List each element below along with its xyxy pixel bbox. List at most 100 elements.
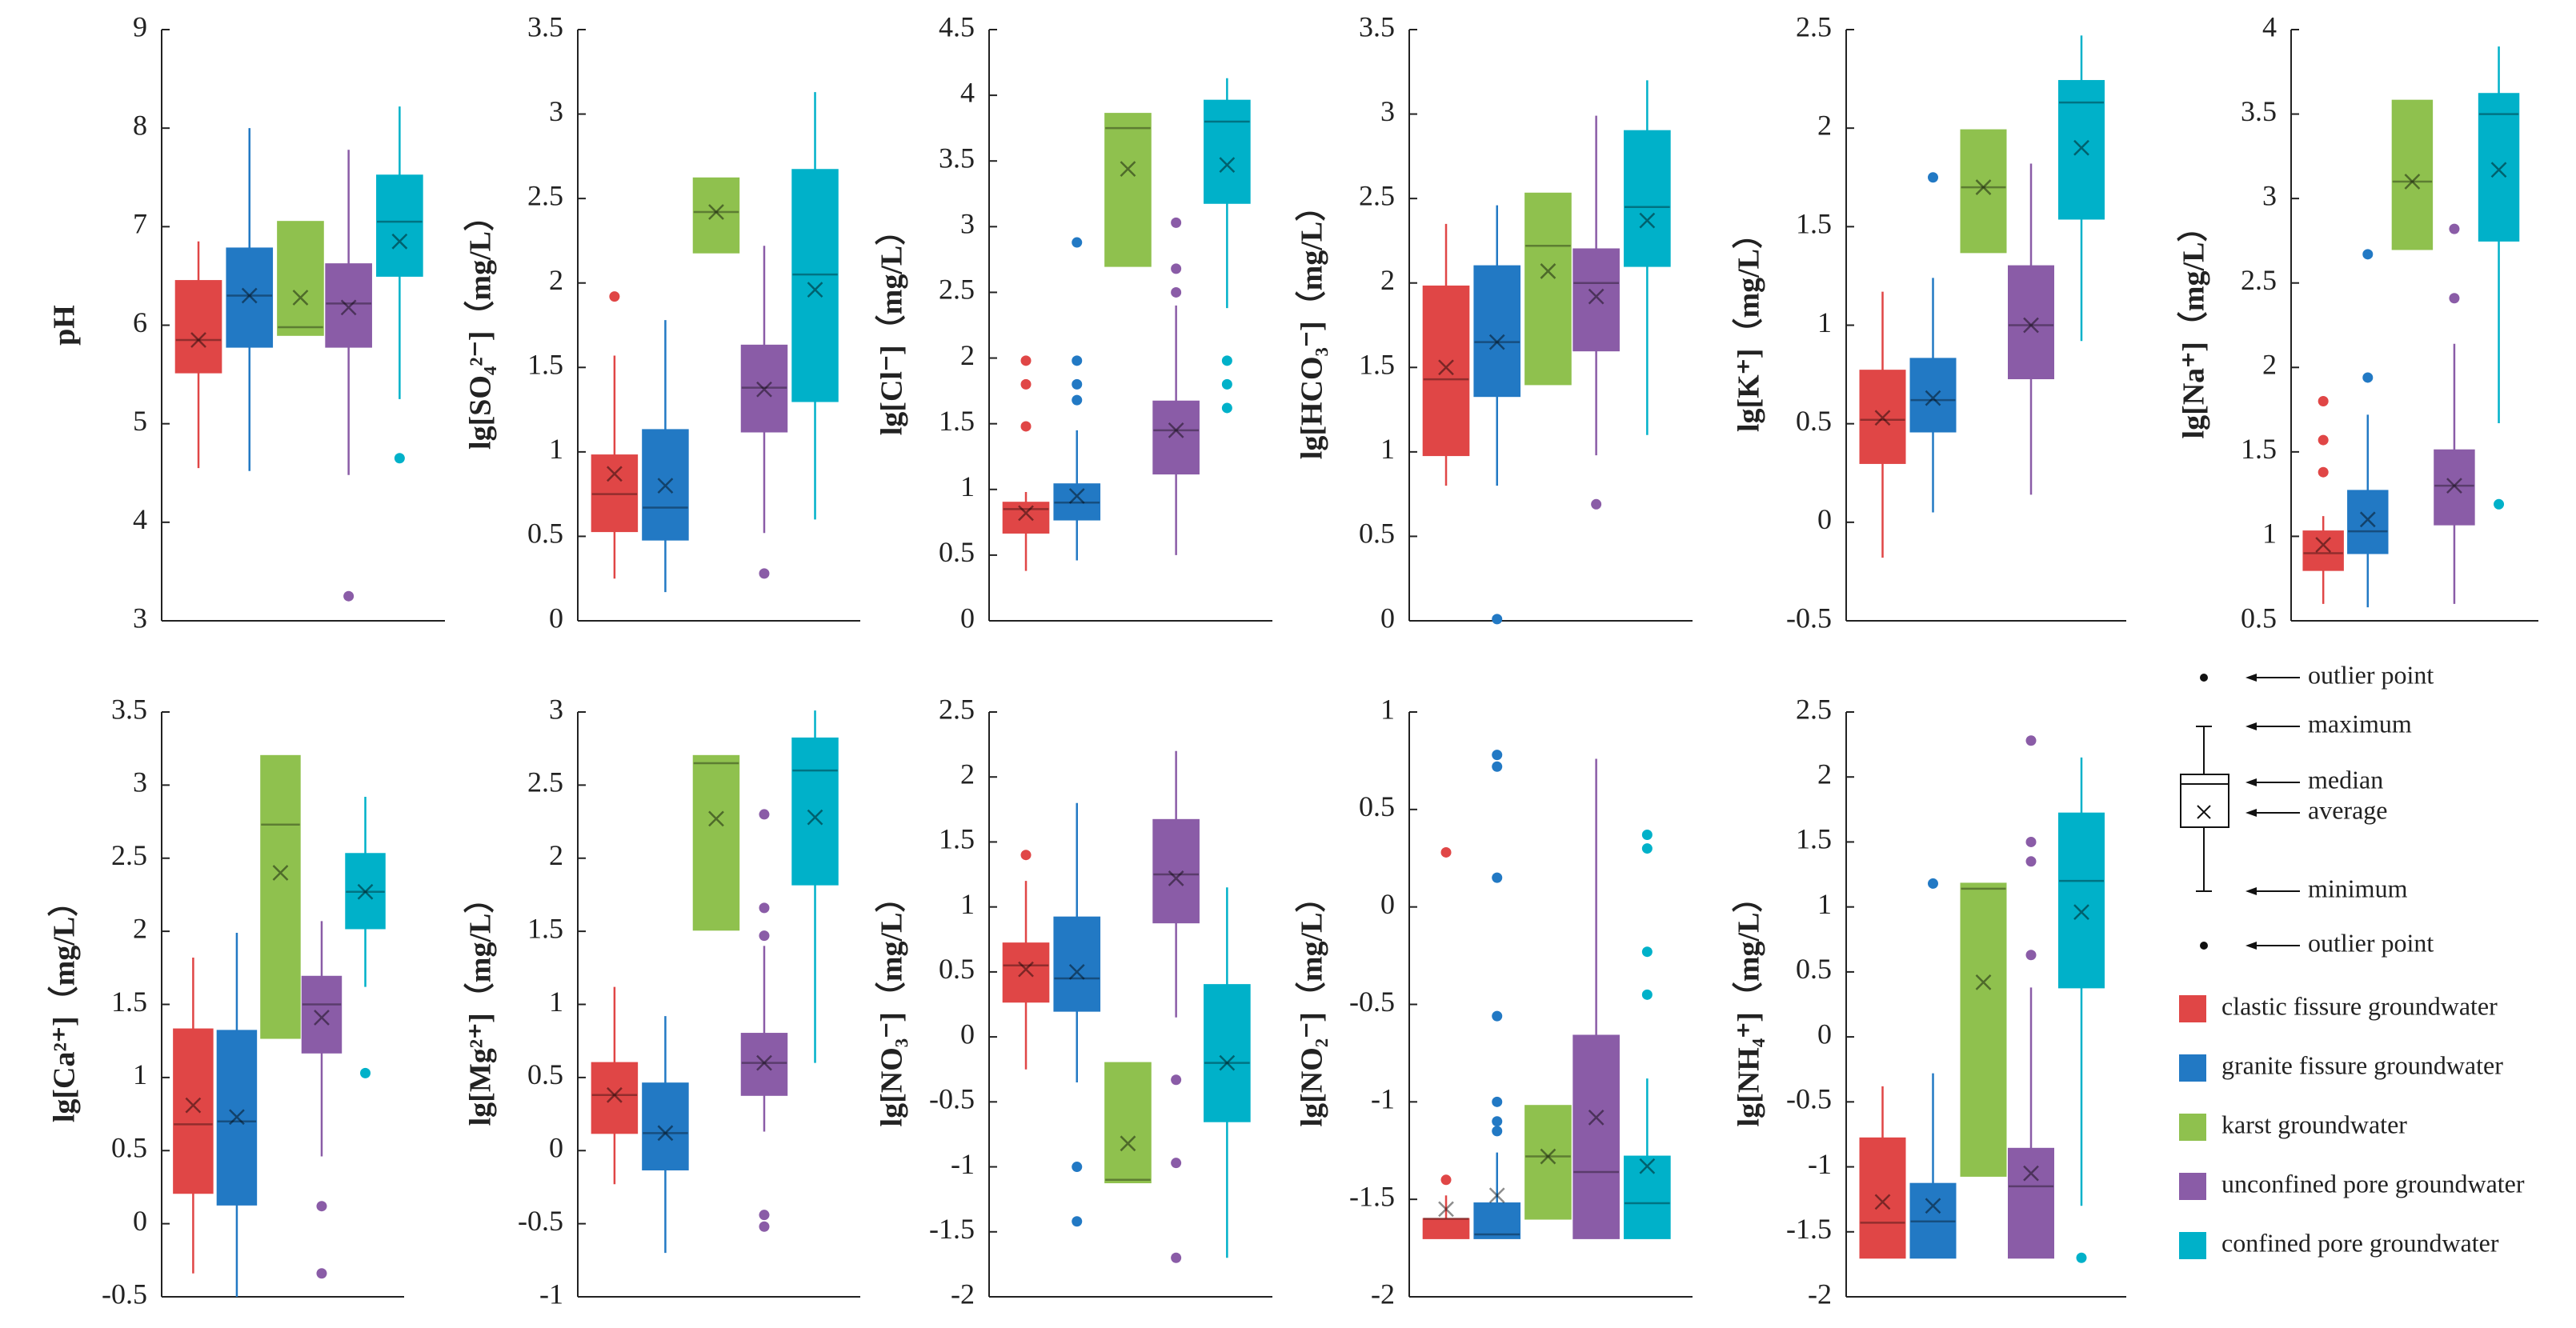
box	[2391, 99, 2434, 250]
mean-marker	[2490, 162, 2507, 178]
y-tick-label: 3	[133, 602, 147, 634]
outlier	[2025, 735, 2037, 746]
box	[1152, 818, 1200, 924]
y-tick-label: 7	[133, 208, 147, 240]
y-tick-label: -1.5	[929, 1213, 975, 1245]
key-label: minimum	[2308, 874, 2408, 902]
outlier	[394, 453, 405, 464]
panel: -2 -1.5 -1 -0.5 0 0.5 1 1.5 2 2.5 lg[NH₄⁺]（mg/L）	[1733, 693, 2126, 1310]
mean-marker	[185, 1097, 202, 1114]
y-tick-label: 4	[2262, 10, 2277, 42]
outlier	[316, 1268, 327, 1279]
outlier	[1641, 843, 1653, 854]
y-tick-label: 1	[960, 888, 975, 920]
box	[1859, 1137, 1906, 1259]
y-tick-label: -1	[1808, 1148, 1832, 1180]
y-tick-label: 3	[2262, 179, 2277, 211]
box	[740, 1033, 788, 1096]
outlier	[1221, 402, 1232, 414]
mean-marker	[1488, 1187, 1505, 1204]
mean-marker	[657, 1125, 674, 1142]
box	[2008, 265, 2054, 380]
key-arrowhead	[2245, 778, 2257, 786]
key-mean	[2197, 805, 2211, 819]
y-tick-label: 1.5	[111, 986, 147, 1018]
mean-marker	[1639, 1158, 1656, 1174]
y-tick-label: 2.5	[1796, 693, 1832, 725]
y-tick-label: -2	[951, 1278, 975, 1310]
y-tick-label: 0	[1380, 602, 1395, 634]
y-tick-label: 2	[2262, 349, 2277, 381]
y-tick-label: 1	[549, 986, 563, 1018]
outlier	[1020, 850, 1032, 861]
key-outlier-dot	[2200, 942, 2208, 950]
y-axis-label: lg[Ca²⁺]（mg/L）	[48, 886, 82, 1122]
y-tick-label: 1	[2262, 518, 2277, 550]
box	[1909, 1182, 1957, 1259]
mean-marker	[607, 1086, 623, 1103]
outlier	[1492, 614, 1503, 625]
outlier	[1020, 378, 1032, 390]
outlier	[759, 902, 770, 914]
y-tick-label: 3.5	[111, 693, 147, 725]
mean-marker	[1068, 964, 1085, 980]
box	[345, 853, 386, 930]
outlier	[316, 1201, 327, 1212]
panel: -1 -0.5 0 0.5 1 1.5 2 2.5 3 lg[Mg²⁺]（mg/L）	[464, 693, 860, 1310]
mean-marker	[1874, 410, 1891, 426]
mean-marker	[2073, 139, 2089, 156]
y-tick-label: 0	[960, 1018, 975, 1050]
outlier	[1171, 1158, 1182, 1169]
panel: 0 0.5 1 1.5 2 2.5 3 3.5 lg[HCO₃⁻]（mg/L）	[1296, 10, 1693, 634]
box	[173, 1028, 214, 1194]
y-tick-label: 1.5	[1359, 349, 1395, 381]
outlier	[1641, 830, 1653, 841]
mean-marker	[807, 809, 823, 826]
box	[1960, 882, 2007, 1177]
y-axis-label: lg[Na⁺]（mg/L）	[2177, 212, 2211, 439]
y-tick-label: 0	[1380, 888, 1395, 920]
mean-marker	[708, 204, 724, 220]
box	[1960, 129, 2007, 254]
y-tick-label: 3.5	[939, 142, 975, 174]
outlier	[2362, 249, 2374, 260]
mean-marker	[1975, 974, 1992, 990]
y-tick-label: 3	[133, 766, 147, 798]
legend-label: karst groundwater	[2221, 1110, 2407, 1138]
outlier	[2025, 836, 2037, 847]
box	[1104, 113, 1152, 267]
mean-marker	[314, 1010, 330, 1026]
box	[1473, 265, 1521, 398]
y-tick-label: 4.5	[939, 10, 975, 42]
box	[692, 754, 740, 931]
outlier	[1171, 286, 1182, 298]
legend-swatch	[2179, 1054, 2206, 1082]
panel: 0 0.5 1 1.5 2 2.5 3 3.5 lg[SO₄²⁻]（mg/L）	[464, 10, 860, 634]
y-tick-label: 1	[1380, 433, 1395, 465]
y-tick-label: 1.5	[527, 349, 563, 381]
mean-marker	[708, 810, 724, 827]
y-tick-label: -0.5	[518, 1205, 563, 1237]
box	[2058, 812, 2105, 989]
box	[1572, 248, 1620, 352]
mean-marker	[1068, 488, 1085, 504]
y-axis-label: lg[NH₄⁺]（mg/L）	[1733, 882, 1766, 1127]
key-label: maximum	[2308, 709, 2412, 738]
legend-label: confined pore groundwater	[2221, 1228, 2499, 1257]
outlier	[1492, 1116, 1503, 1127]
key-box	[2180, 774, 2229, 828]
y-tick-label: 2	[960, 339, 975, 371]
y-tick-label: 4	[960, 76, 975, 108]
y-tick-label: 2.5	[527, 766, 563, 798]
y-tick-label: 3.5	[1359, 10, 1395, 42]
mean-marker	[229, 1109, 245, 1126]
y-tick-label: 1	[549, 433, 563, 465]
box	[260, 754, 301, 1039]
mean-marker	[1219, 157, 1236, 174]
mean-marker	[2073, 904, 2089, 921]
y-tick-label: 2.5	[527, 179, 563, 211]
mean-marker	[2315, 537, 2332, 553]
outlier	[1171, 217, 1182, 228]
mean-marker	[241, 287, 258, 304]
